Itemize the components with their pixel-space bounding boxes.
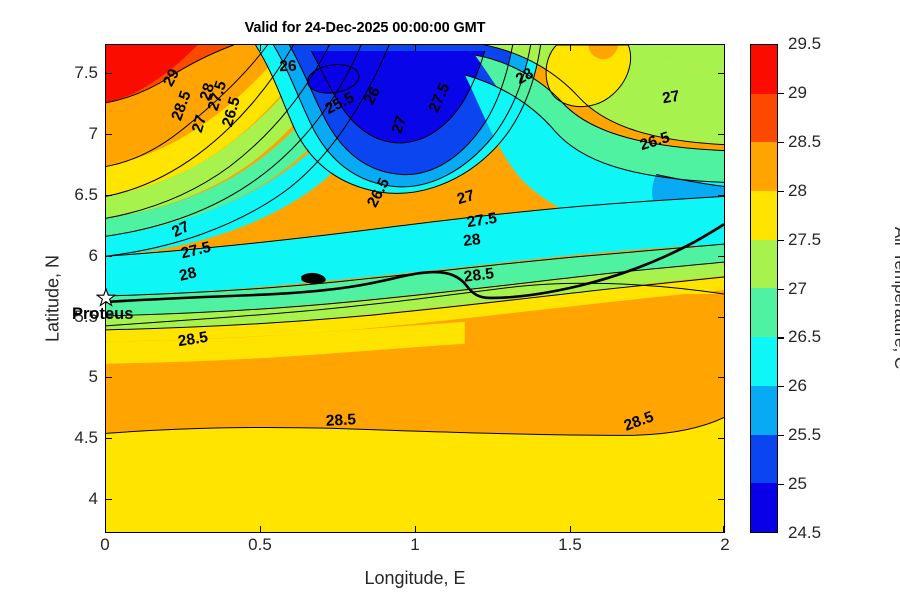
colorbar-tick-28 — [778, 190, 784, 192]
colorbar-band-26.5-27.0 — [751, 288, 777, 338]
x-axis-title: Longitude, E — [364, 568, 466, 588]
colorbar-band-27.5-28.0 — [751, 191, 777, 240]
ytick-r-7 — [718, 499, 725, 501]
xtick-top-3 — [570, 44, 572, 51]
ytick-3 — [105, 256, 112, 258]
ytick-0 — [105, 73, 112, 75]
ytick-r-1 — [718, 134, 725, 136]
xtick-0 — [105, 526, 107, 533]
contour-label-26-6: 26 — [279, 57, 297, 76]
colorbar-band-29.0-29.5 — [751, 45, 777, 94]
ytick-5 — [105, 377, 112, 379]
ytick-label-7: 4 — [88, 489, 98, 508]
contour-label-28-17: 28 — [462, 231, 482, 250]
colorbar-tick-label-24.5: 24.5 — [788, 523, 822, 542]
xtick-label-0: 0 — [100, 535, 110, 554]
xtick-label-2: 1 — [410, 535, 420, 554]
ytick-r-3 — [718, 256, 725, 258]
station-star-icon — [96, 288, 116, 307]
colorbar-tick-label-29.5: 29.5 — [788, 34, 822, 53]
xtick-label-4: 2 — [720, 535, 730, 554]
colorbar-band-28.5-29.0 — [751, 93, 777, 143]
colorbar-band-25.0-25.5 — [751, 434, 777, 484]
ytick-label-2: 6.5 — [74, 185, 98, 204]
xtick-label-1: 0.5 — [248, 535, 272, 554]
colorbar-tick-label-26: 26 — [788, 376, 807, 396]
colorbar-tick-label-27.5: 27.5 — [788, 229, 822, 249]
colorbar-band-28.0-28.5 — [751, 142, 777, 192]
ytick-2 — [105, 195, 112, 197]
colorbar-band-27.0-27.5 — [751, 239, 777, 289]
ytick-label-1: 7 — [88, 124, 98, 143]
ytick-label-5: 5 — [88, 367, 98, 386]
contour-field — [106, 45, 724, 532]
colorbar-tick-label-25: 25 — [788, 474, 807, 494]
colorbar-band-24.5-25.0 — [751, 483, 777, 532]
ytick-6 — [105, 438, 112, 440]
xtick-top-0 — [105, 44, 107, 51]
colorbar-tick-26 — [778, 386, 784, 388]
ytick-label-3: 6 — [88, 246, 98, 265]
ytick-r-5 — [718, 377, 725, 379]
xtick-3 — [570, 526, 572, 533]
colorbar-tick-26.5 — [778, 337, 784, 339]
colorbar-tick-label-28: 28 — [788, 180, 807, 200]
colorbar-tick-label-28.5: 28.5 — [788, 131, 822, 151]
colorbar-tick-28.5 — [778, 141, 784, 143]
contour-label-28-5-18: 28.5 — [462, 265, 495, 286]
ytick-r-6 — [718, 438, 725, 440]
colorbar-tick-25 — [778, 484, 784, 486]
ytick-label-4: 5.5 — [74, 307, 98, 326]
colorbar-tick-label-26.5: 26.5 — [788, 327, 822, 347]
figure-title: Valid for 24-Dec-2025 00:00:00 GMT — [244, 20, 486, 36]
colorbar-tick-25.5 — [778, 435, 784, 437]
colorbar-tick-27 — [778, 288, 784, 290]
contour-label-27-12: 27 — [660, 87, 681, 108]
colorbar-tick-27.5 — [778, 239, 784, 241]
ytick-r-0 — [718, 73, 725, 75]
colorbar[interactable] — [750, 44, 778, 533]
xtick-label-3: 1.5 — [558, 535, 582, 554]
contour-label-28-5-23: 28.5 — [325, 411, 357, 430]
colorbar-title: Air Temperature, C — [891, 226, 900, 369]
ytick-7 — [105, 499, 112, 501]
contour-label-28-21: 28 — [177, 264, 199, 285]
colorbar-tick-label-25.5: 25.5 — [788, 425, 822, 445]
ytick-1 — [105, 134, 112, 136]
xtick-2 — [415, 526, 417, 533]
xtick-1 — [260, 526, 262, 533]
station-label: Proteus — [72, 305, 134, 323]
xtick-top-2 — [415, 44, 417, 51]
ytick-label-0: 7.5 — [74, 63, 98, 82]
colorbar-band-26.0-26.5 — [751, 337, 777, 386]
ytick-r-4 — [718, 317, 725, 319]
xtick-4 — [723, 526, 725, 533]
ytick-4 — [105, 317, 112, 319]
colorbar-tick-label-27: 27 — [788, 278, 807, 298]
ytick-label-6: 4.5 — [74, 428, 98, 447]
plot-area[interactable] — [105, 44, 725, 533]
y-axis-title: Latitude, N — [42, 254, 63, 343]
ytick-r-2 — [718, 195, 725, 197]
colorbar-tick-label-29: 29 — [788, 82, 807, 102]
xtick-top-1 — [260, 44, 262, 51]
colorbar-tick-29 — [778, 92, 784, 95]
colorbar-band-25.5-26.0 — [751, 385, 777, 435]
